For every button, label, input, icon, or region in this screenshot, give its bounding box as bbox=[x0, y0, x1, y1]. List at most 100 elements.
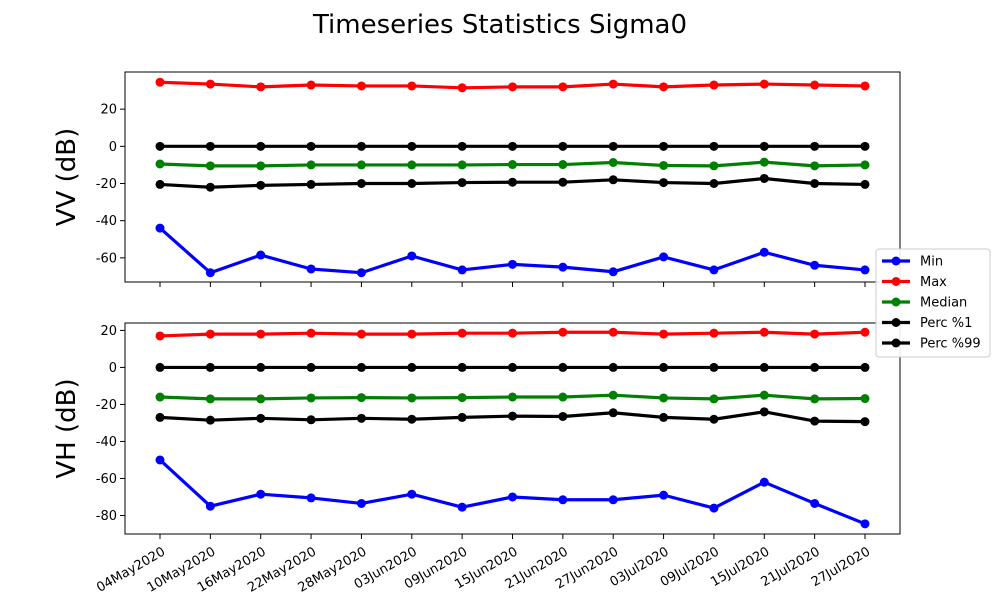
data-point bbox=[508, 141, 517, 151]
data-point bbox=[860, 362, 870, 372]
data-point bbox=[205, 394, 215, 404]
legend-entry: Median bbox=[882, 296, 967, 311]
data-point bbox=[659, 393, 669, 403]
data-point bbox=[508, 160, 517, 170]
data-point bbox=[407, 160, 417, 170]
data-point bbox=[356, 268, 366, 278]
data-point bbox=[457, 141, 467, 151]
series-perc-99 bbox=[155, 362, 870, 372]
data-point bbox=[508, 259, 517, 269]
data-point bbox=[457, 178, 467, 188]
data-point bbox=[659, 160, 669, 170]
data-point bbox=[256, 329, 266, 339]
data-point bbox=[810, 362, 820, 372]
y-tick-label: -60 bbox=[96, 472, 117, 487]
data-point bbox=[508, 177, 517, 187]
data-point bbox=[457, 328, 467, 338]
legend-label: Median bbox=[920, 296, 967, 311]
data-point bbox=[155, 412, 165, 422]
data-point bbox=[709, 179, 719, 189]
data-point bbox=[356, 329, 366, 339]
data-point bbox=[759, 407, 769, 417]
series-min bbox=[155, 223, 870, 278]
y-tick-label: -40 bbox=[96, 214, 117, 229]
data-point bbox=[256, 413, 266, 423]
data-point bbox=[659, 141, 669, 151]
legend-entry: Perc %1 bbox=[882, 316, 972, 331]
data-point bbox=[810, 161, 820, 171]
data-point bbox=[407, 393, 417, 403]
series-median bbox=[155, 390, 870, 404]
data-point bbox=[508, 492, 517, 502]
data-point bbox=[155, 141, 165, 151]
chart-legend: Min Max Median Perc %1 Perc %99 bbox=[875, 248, 991, 358]
y-axis-label: VV (dB) bbox=[52, 128, 82, 226]
panel-1: 20 0 -20 -40 -60 VV (dB) bbox=[52, 71, 901, 287]
data-point bbox=[508, 411, 517, 421]
data-point bbox=[155, 392, 165, 402]
legend-label: Perc %99 bbox=[920, 337, 981, 352]
data-point bbox=[155, 179, 165, 189]
data-point bbox=[709, 80, 719, 90]
data-point bbox=[407, 362, 417, 372]
data-point bbox=[407, 251, 417, 261]
data-point bbox=[860, 417, 870, 427]
data-point bbox=[659, 490, 669, 500]
data-point bbox=[860, 179, 870, 189]
data-point bbox=[407, 179, 417, 189]
data-point bbox=[860, 394, 870, 404]
data-point bbox=[256, 141, 266, 151]
data-point bbox=[558, 411, 568, 421]
data-point bbox=[457, 412, 467, 422]
series-max bbox=[155, 327, 870, 341]
y-tick-label: 0 bbox=[109, 361, 117, 376]
data-point bbox=[709, 161, 719, 171]
data-point bbox=[659, 412, 669, 422]
data-point bbox=[608, 495, 618, 505]
data-point bbox=[407, 414, 417, 424]
data-point bbox=[407, 141, 417, 151]
data-point bbox=[558, 160, 568, 170]
data-point bbox=[558, 141, 568, 151]
data-point bbox=[508, 82, 517, 92]
data-point bbox=[306, 264, 316, 274]
data-point bbox=[205, 329, 215, 339]
x-tick-labels: 04May202010May202016May202022May202028Ma… bbox=[94, 544, 873, 595]
y-tick-label: -20 bbox=[96, 398, 117, 413]
series-max bbox=[155, 77, 870, 93]
y-tick-label: -60 bbox=[96, 251, 117, 266]
data-point bbox=[306, 415, 316, 425]
data-point bbox=[356, 160, 366, 170]
legend-marker bbox=[891, 277, 901, 286]
data-point bbox=[205, 268, 215, 278]
data-point bbox=[709, 265, 719, 275]
data-point bbox=[709, 414, 719, 424]
data-point bbox=[558, 362, 568, 372]
data-point bbox=[659, 82, 669, 92]
legend-label: Min bbox=[920, 255, 943, 270]
data-point bbox=[356, 498, 366, 508]
data-point bbox=[457, 83, 467, 93]
data-point bbox=[306, 328, 316, 338]
series-median bbox=[155, 157, 870, 171]
data-point bbox=[356, 393, 366, 403]
data-point bbox=[810, 498, 820, 508]
data-point bbox=[759, 247, 769, 257]
data-point bbox=[659, 252, 669, 262]
data-point bbox=[759, 79, 769, 89]
y-tick-label: -80 bbox=[96, 509, 117, 524]
data-point bbox=[759, 477, 769, 487]
data-point bbox=[860, 160, 870, 170]
data-point bbox=[256, 250, 266, 260]
series-perc-99 bbox=[155, 141, 870, 151]
data-point bbox=[558, 177, 568, 187]
data-point bbox=[608, 158, 618, 168]
series-min bbox=[155, 455, 870, 529]
series-perc-1 bbox=[155, 173, 870, 192]
y-tick-label: -40 bbox=[96, 435, 117, 450]
y-tick-label: -20 bbox=[96, 177, 117, 192]
data-point bbox=[558, 392, 568, 402]
legend-entry: Perc %99 bbox=[882, 337, 981, 352]
data-point bbox=[306, 393, 316, 403]
